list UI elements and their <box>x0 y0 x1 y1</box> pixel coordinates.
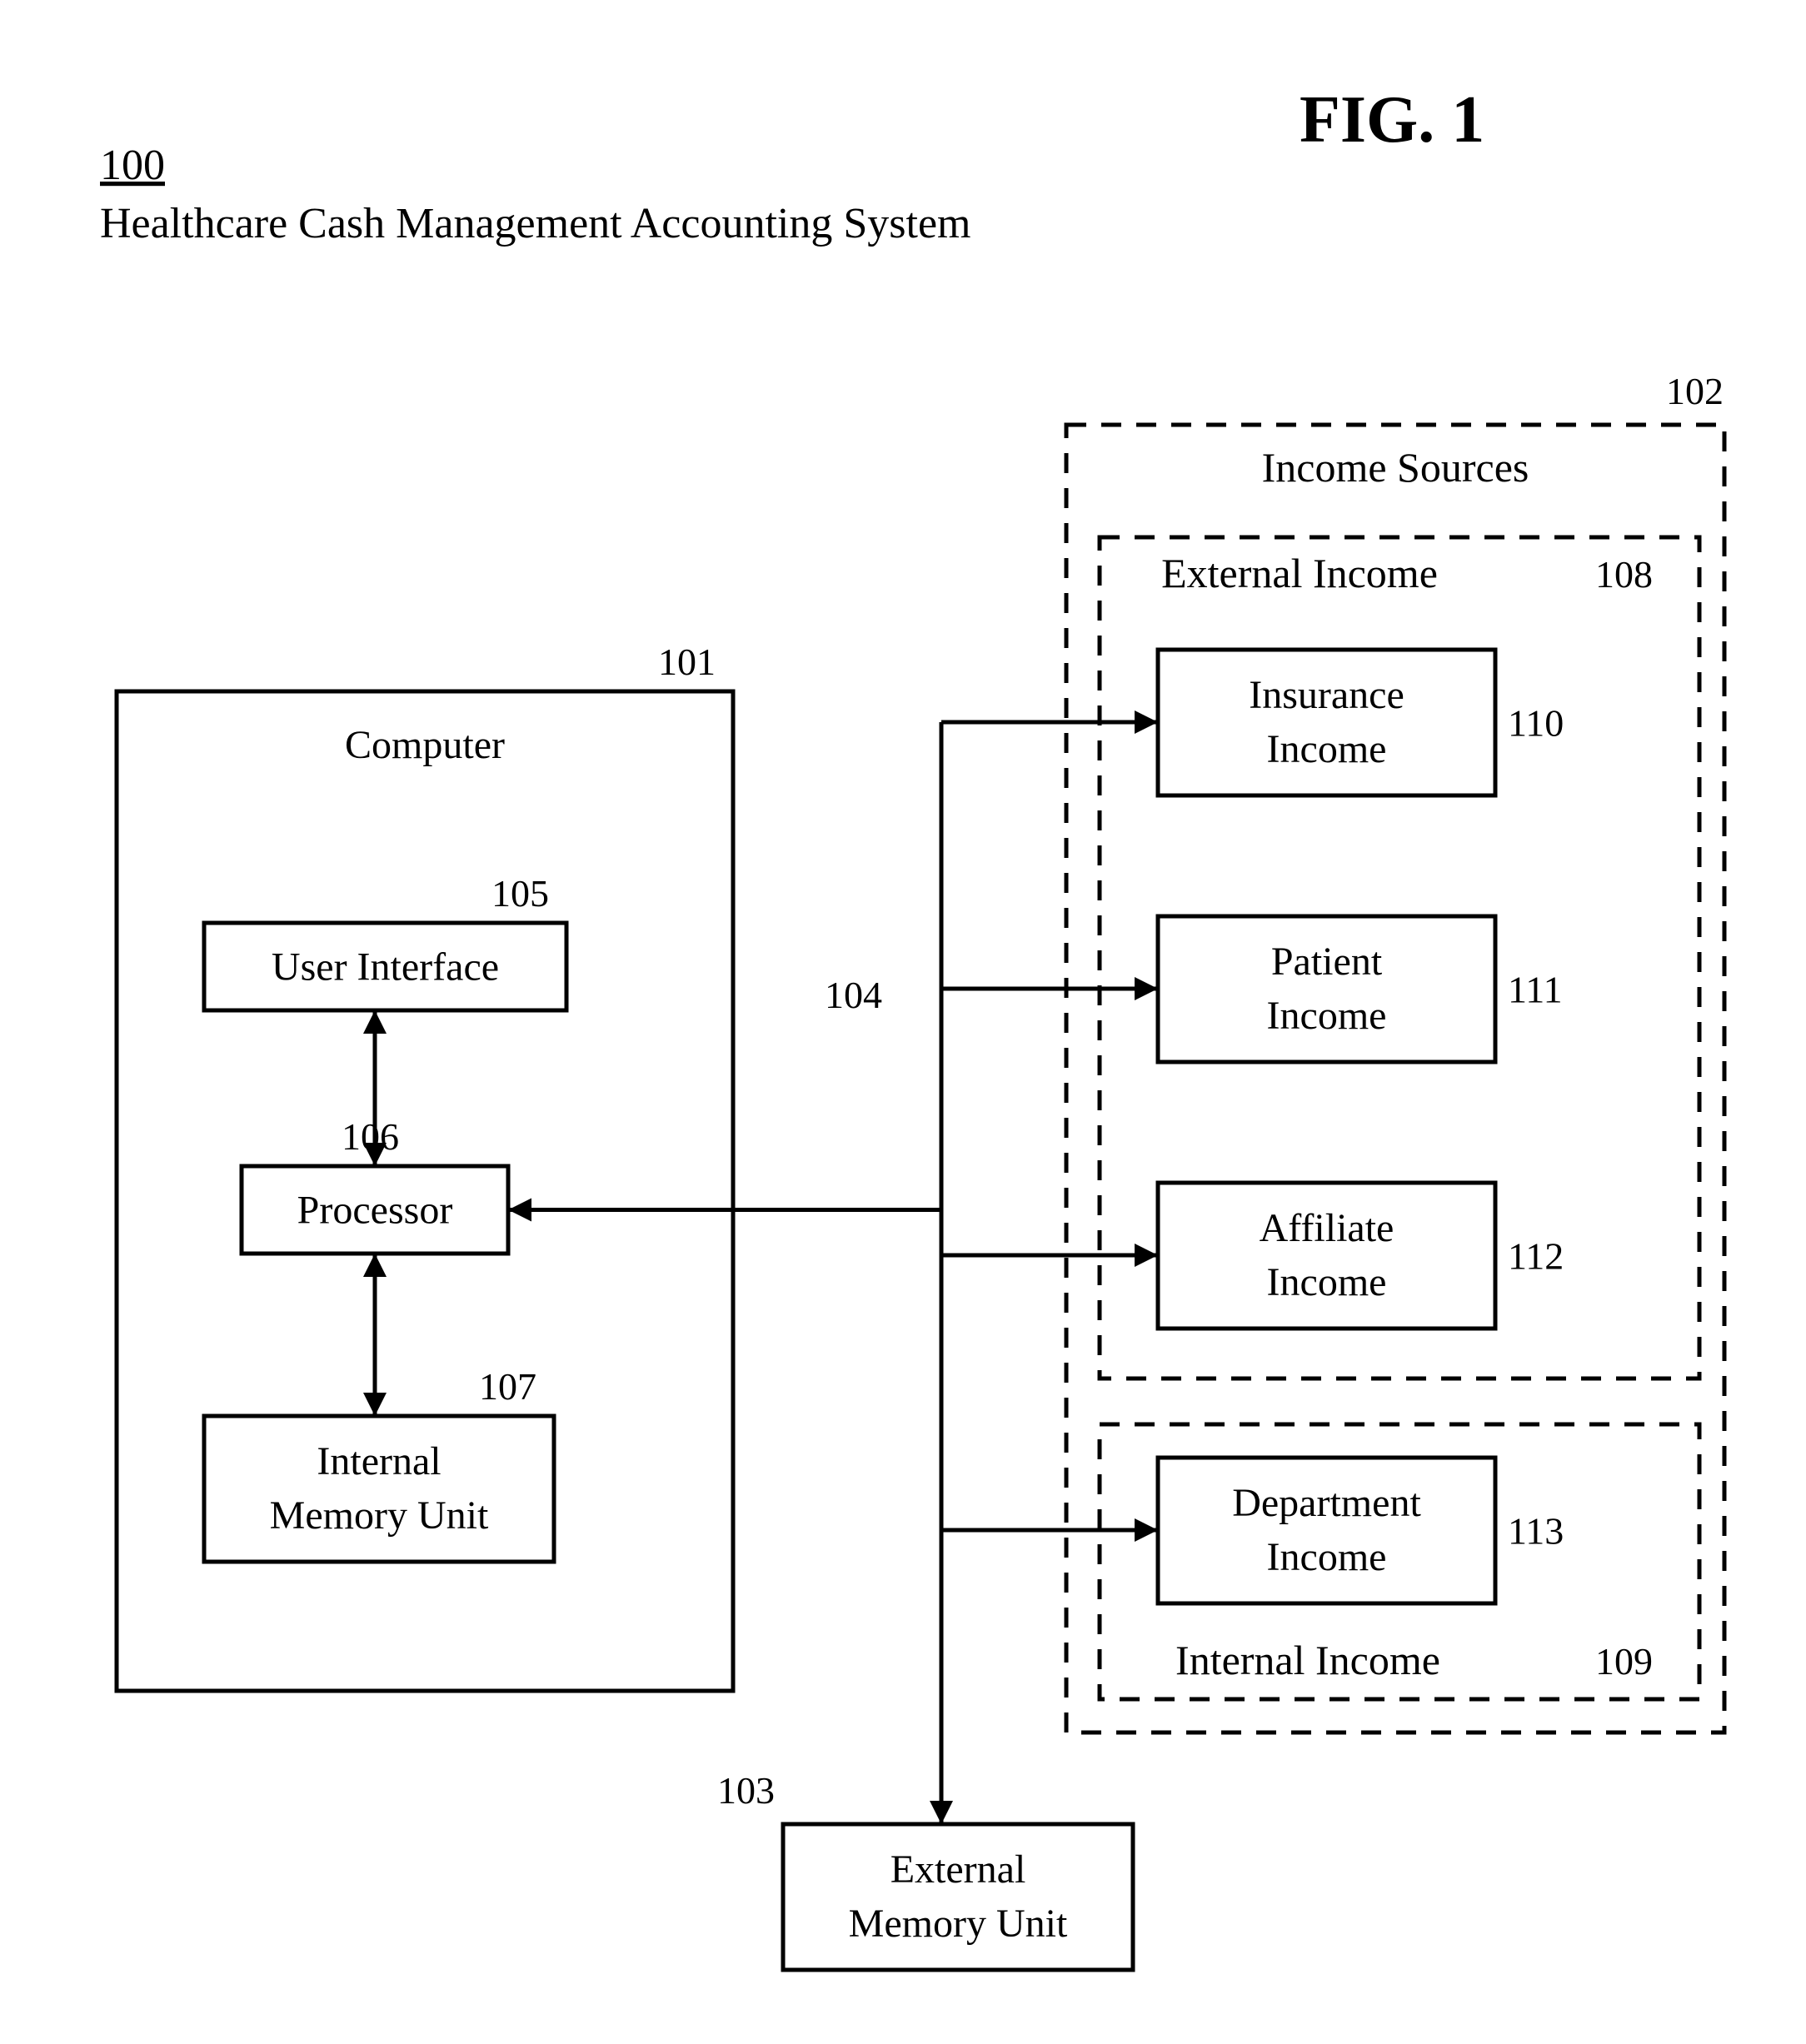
internal-memory-box <box>204 1416 554 1562</box>
arrow-head-icon <box>930 1801 953 1824</box>
patient-income-ref: 111 <box>1508 969 1563 1011</box>
user-interface-label: User Interface <box>272 945 499 990</box>
processor-label: Processor <box>297 1189 453 1233</box>
external-income-box <box>1100 537 1699 1378</box>
affiliate-income-label-2: Income <box>1267 1260 1387 1304</box>
user-interface-ref: 105 <box>491 872 549 915</box>
arrow-head-icon <box>363 1393 387 1416</box>
internal-income-ref: 109 <box>1595 1640 1653 1683</box>
arrow-head-icon <box>1135 710 1158 734</box>
affiliate-income-ref: 112 <box>1508 1235 1564 1278</box>
arrow-head-icon <box>363 1010 387 1034</box>
department-income-box <box>1158 1458 1495 1603</box>
computer-label: Computer <box>345 723 505 767</box>
department-income-ref: 113 <box>1508 1510 1564 1553</box>
external-memory-label-2: Memory Unit <box>849 1902 1068 1946</box>
insurance-income-ref: 110 <box>1508 702 1564 745</box>
external-income-label: External Income <box>1161 550 1438 596</box>
system-name: Healthcare Cash Management Accounting Sy… <box>100 200 970 247</box>
bus-ref: 104 <box>825 974 882 1016</box>
computer-ref: 101 <box>658 641 716 683</box>
insurance-income-label-1: Insurance <box>1249 673 1404 717</box>
insurance-income-box <box>1158 650 1495 795</box>
insurance-income-label-2: Income <box>1267 727 1387 771</box>
affiliate-income-label-1: Affiliate <box>1260 1206 1394 1250</box>
figure-title: FIG. 1 <box>1300 83 1484 157</box>
external-memory-label-1: External <box>891 1847 1026 1892</box>
arrow-head-icon <box>1135 977 1158 1000</box>
patient-income-box <box>1158 916 1495 1062</box>
external-memory-box <box>783 1824 1133 1970</box>
arrow-head-icon <box>508 1199 531 1222</box>
income-sources-box <box>1066 425 1724 1732</box>
income-sources-label: Income Sources <box>1262 444 1529 491</box>
patient-income-label-2: Income <box>1267 994 1387 1038</box>
internal-income-label: Internal Income <box>1175 1637 1440 1683</box>
external-income-ref: 108 <box>1595 553 1653 596</box>
department-income-label-2: Income <box>1267 1535 1387 1579</box>
external-memory-ref: 103 <box>717 1769 775 1812</box>
arrow-head-icon <box>1135 1518 1158 1542</box>
income-sources-ref: 102 <box>1666 370 1724 412</box>
internal-memory-label-1: Internal <box>317 1439 441 1483</box>
arrow-head-icon <box>1135 1244 1158 1267</box>
internal-memory-ref: 107 <box>479 1365 536 1408</box>
department-income-label-1: Department <box>1232 1481 1421 1525</box>
internal-memory-label-2: Memory Unit <box>270 1493 489 1538</box>
affiliate-income-box <box>1158 1183 1495 1329</box>
arrow-head-icon <box>363 1254 387 1277</box>
patient-income-label-1: Patient <box>1271 940 1383 984</box>
system-ref: 100 <box>100 142 165 189</box>
